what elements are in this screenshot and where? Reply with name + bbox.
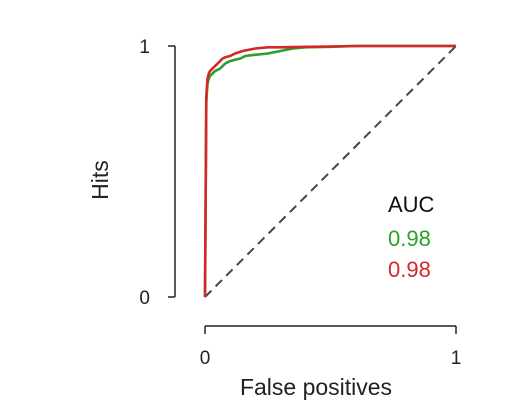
y-tick-label-top: 1 (139, 37, 150, 58)
x-axis-title: False positives (240, 374, 392, 400)
roc-series-layer (203, 44, 456, 298)
auc-legend: AUC 0.98 0.98 (388, 192, 435, 282)
y-axis: 1 0 (139, 37, 176, 309)
x-axis: 0 1 (200, 325, 462, 369)
x-tick-label-right: 1 (451, 348, 462, 369)
y-tick-label-bottom: 0 (139, 288, 150, 309)
auc-legend-title: AUC (388, 192, 435, 217)
x-tick-label-left: 0 (200, 348, 211, 369)
roc-curve-red (203, 44, 456, 298)
y-axis-title: Hits (87, 160, 113, 200)
auc-value-green: 0.98 (388, 226, 431, 251)
auc-value-red: 0.98 (388, 257, 431, 282)
